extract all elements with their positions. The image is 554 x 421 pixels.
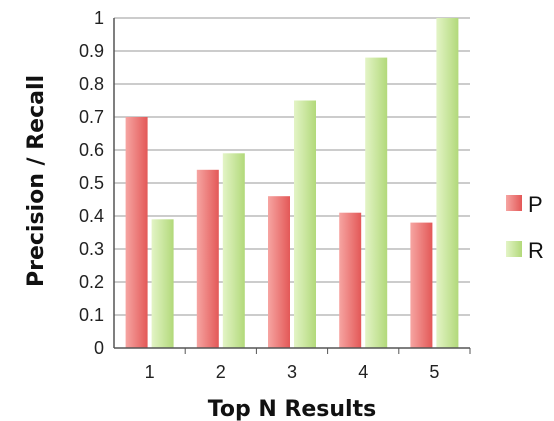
bar-p-4 [339,212,362,348]
bar-r-2 [222,153,245,348]
bar-p-3 [268,196,290,348]
y-tick-label: 0.4 [79,206,104,226]
legend: P R [506,192,544,263]
x-tick-label: 3 [287,362,297,382]
y-tick-labels: 0 0.1 0.2 0.3 0.4 0.5 0.6 0.7 0.8 0.9 1 [79,8,104,358]
axes [113,18,471,354]
y-tick-label: 0.2 [79,272,104,292]
bar-r-4 [365,57,388,348]
x-tick-label: 5 [429,362,439,382]
y-tick-label: 0.5 [79,173,104,193]
bar-r-1 [151,219,174,348]
legend-swatch-r [506,241,522,257]
legend-label-r: R [528,238,544,263]
bar-p-5 [410,222,433,348]
legend-swatch-p [506,195,522,211]
y-tick-label: 0.7 [79,107,104,127]
bar-p-1 [125,117,148,348]
x-axis-title: Top N Results [208,397,376,421]
bar-r-5 [436,18,459,348]
y-axis-title: Precision / Recall [24,75,49,287]
x-tick-labels: 1 2 3 4 5 [145,362,440,382]
y-tick-label: 0.6 [79,140,104,160]
bar-r-3 [294,100,316,348]
x-tick-label: 4 [358,362,368,382]
bars [125,18,459,348]
y-tick-label: 1 [94,8,104,28]
y-tick-label: 0.1 [79,305,104,325]
x-tick-label: 1 [145,362,155,382]
y-tick-label: 0.9 [79,41,104,61]
x-tick-label: 2 [216,362,226,382]
y-tick-label: 0.8 [79,74,104,94]
bar-p-2 [196,169,219,348]
y-tick-label: 0 [94,338,104,358]
legend-label-p: P [528,192,543,217]
y-tick-label: 0.3 [79,239,104,259]
